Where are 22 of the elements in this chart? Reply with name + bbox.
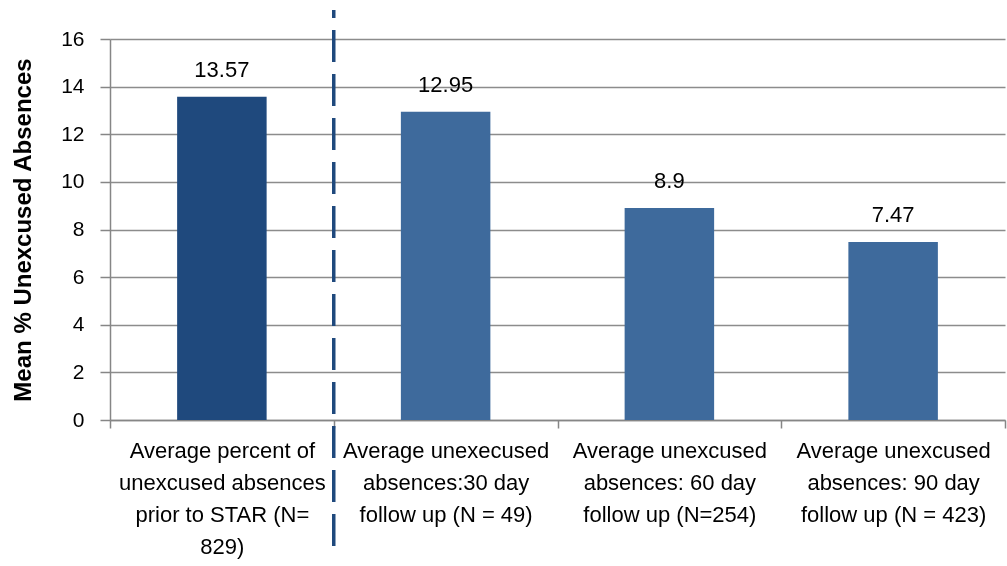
y-tick-label: 0 (72, 407, 85, 431)
y-tick-label: 12 (61, 121, 85, 145)
x-tick-label: Average unexecused absences:30 day follow up (N = 49) (342, 437, 550, 527)
y-tick-label: 4 (72, 312, 85, 336)
data-label: 13.57 (194, 56, 250, 82)
bar (400, 111, 491, 420)
bar (624, 208, 715, 420)
data-label: 8.9 (654, 168, 685, 194)
x-tick-label: Average percent of unexcused absences prior to STAR (N= 829) (119, 437, 326, 559)
bar (177, 96, 267, 420)
data-label: 7.47 (871, 202, 915, 228)
bar (848, 242, 938, 420)
y-tick-label: 2 (72, 359, 85, 383)
x-tick-label: Average unexcused absences: 90 day follow up (N = 423) (796, 437, 991, 527)
x-tick-label: Average unexcused absences: 60 day follow up (N=254) (572, 437, 767, 527)
y-tick-label: 14 (61, 74, 85, 98)
y-tick-label: 6 (72, 264, 85, 288)
y-tick-label: 16 (61, 26, 85, 50)
y-axis-title: Mean % Unexcused Absences (8, 58, 36, 402)
y-tick-label: 8 (72, 217, 85, 240)
y-tick-label: 10 (61, 169, 85, 193)
data-label: 12.95 (418, 71, 474, 97)
